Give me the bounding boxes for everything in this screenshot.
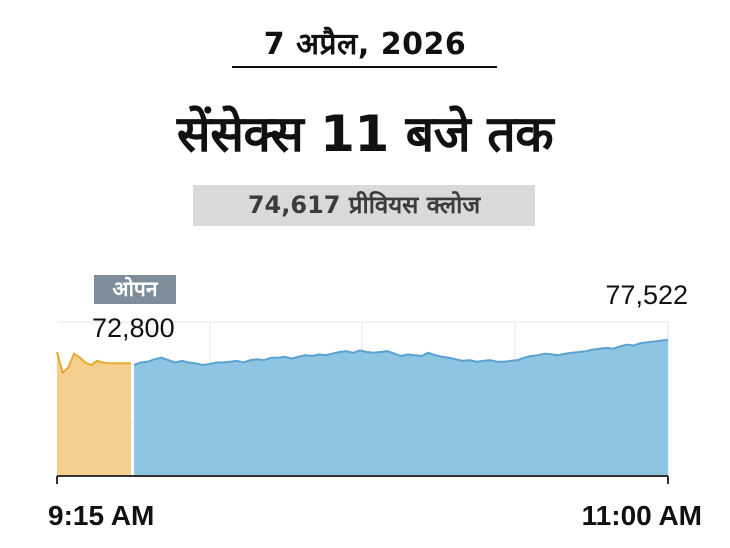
chart-date: 7 अप्रैल, 2026 (263, 27, 467, 62)
session-line (133, 338, 669, 367)
x-axis-start-label: 9:15 AM (48, 500, 155, 531)
x-axis-end-label: 11:00 AM (581, 500, 702, 531)
chart-title: सेंसेक्स 11 बजे तक (176, 105, 554, 163)
previous-close-badge: 74,617 प्रीवियस क्लोज (193, 185, 535, 226)
open-value-label: 72,800 (92, 313, 175, 343)
date-underline (232, 66, 497, 68)
open-phase-area (57, 352, 131, 476)
open-badge: ओपन (94, 275, 176, 304)
last-value-label: 77,522 (605, 280, 688, 310)
session-area (134, 339, 668, 476)
open-phase-line (56, 351, 131, 375)
